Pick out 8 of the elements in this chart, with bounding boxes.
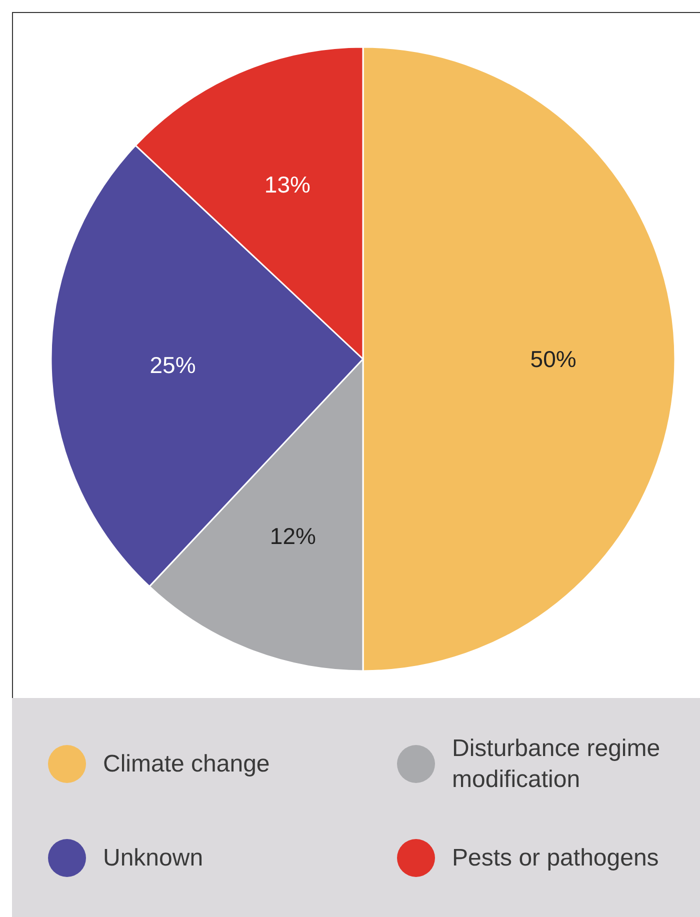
legend-label: Climate change [103, 750, 270, 778]
data-label: 50% [530, 346, 576, 372]
data-label: 13% [264, 171, 310, 198]
legend-label: Disturbance regime modification [452, 735, 660, 793]
legend-label: Unknown [103, 844, 204, 872]
legend-label: Pests or pathogens [452, 844, 659, 872]
data-label: 12% [270, 522, 316, 549]
data-label: 25% [150, 352, 196, 378]
